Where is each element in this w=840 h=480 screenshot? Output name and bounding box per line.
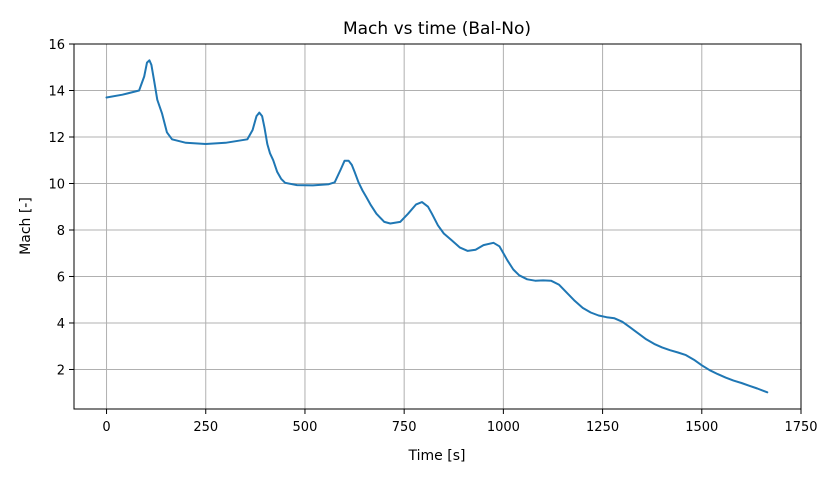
y-tick-label: 14 xyxy=(48,84,65,99)
y-tick-label: 16 xyxy=(48,38,65,53)
x-axis-title: Time [s] xyxy=(408,448,466,464)
plot-frame xyxy=(73,43,802,410)
y-tick-label: 12 xyxy=(48,131,65,146)
x-tick-label: 250 xyxy=(193,420,218,435)
y-tick-label: 6 xyxy=(57,270,65,285)
grid xyxy=(74,43,802,409)
x-tick-label: 1500 xyxy=(685,420,718,435)
y-tick-label: 2 xyxy=(57,363,65,378)
x-tick-label: 750 xyxy=(392,420,417,435)
x-tick-label: 1250 xyxy=(586,420,619,435)
x-tick-label: 1750 xyxy=(784,420,817,435)
x-axis-ticks: 0 250 500 750 1000 1250 1500 1750 xyxy=(102,409,818,435)
y-axis-ticks: 2 4 6 8 10 12 14 16 xyxy=(48,38,74,378)
y-tick-label: 8 xyxy=(57,224,65,239)
x-tick-label: 0 xyxy=(102,420,110,435)
y-tick-label: 10 xyxy=(48,177,65,192)
mach-series-line xyxy=(105,59,769,394)
y-tick-label: 4 xyxy=(57,317,65,332)
series-line-layer xyxy=(105,59,769,394)
y-axis-title: Mach [-] xyxy=(18,197,34,255)
chart-title: Mach vs time (Bal-No) xyxy=(343,19,531,39)
x-tick-label: 1000 xyxy=(487,420,520,435)
x-tick-label: 500 xyxy=(293,420,318,435)
